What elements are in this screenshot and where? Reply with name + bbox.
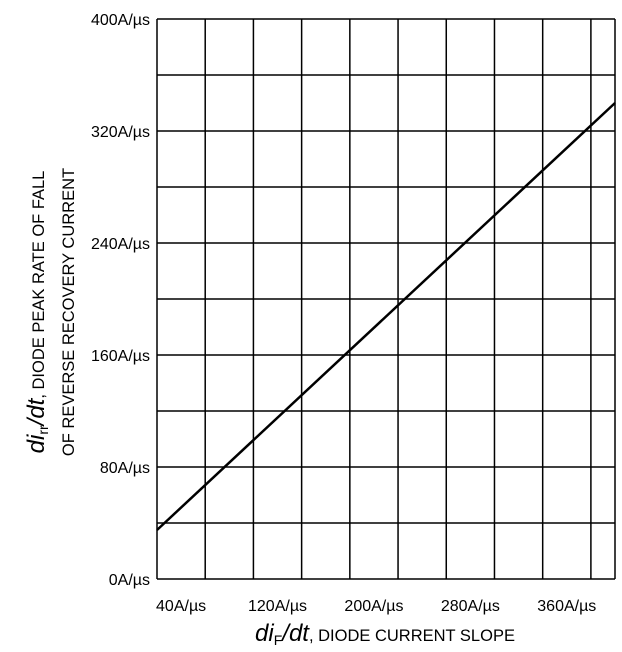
y-axis-label-line2: OF REVERSE RECOVERY CURRENT — [60, 168, 78, 456]
series-line — [156, 102, 616, 531]
y-axis-label-line1: , DIODE PEAK RATE OF FALL — [30, 171, 48, 399]
y-axis-symbol-suffix: /dt — [23, 397, 50, 427]
x-tick-label: 120A/µs — [248, 598, 307, 615]
x-tick-label: 200A/µs — [344, 598, 403, 615]
y-tick-label: 320A/µs — [91, 124, 150, 141]
y-axis-title: dirr/dt, DIODE PEAK RATE OF FALL — [23, 171, 51, 454]
y-axis-symbol-prefix: di — [23, 434, 50, 453]
x-axis-label-text: , DIODE CURRENT SLOPE — [309, 627, 515, 645]
x-axis-title: diF/dt, DIODE CURRENT SLOPE — [255, 620, 515, 648]
x-tick-labels: 40A/µs 120A/µs 200A/µs 280A/µs 360A/µs — [156, 598, 596, 615]
y-tick-labels: 0A/µs 80A/µs 160A/µs 240A/µs 320A/µs 400A/µs — [91, 12, 150, 589]
y-tick-label: 80A/µs — [100, 460, 150, 477]
x-tick-label: 360A/µs — [537, 598, 596, 615]
grid — [156, 18, 616, 580]
y-tick-label: 400A/µs — [91, 12, 150, 29]
x-axis-symbol-suffix: /dt — [280, 620, 310, 647]
y-tick-label: 0A/µs — [109, 572, 150, 589]
x-tick-label: 40A/µs — [156, 598, 206, 615]
y-tick-label: 240A/µs — [91, 236, 150, 253]
y-tick-label: 160A/µs — [91, 348, 150, 365]
x-axis-symbol-subscript: F — [274, 632, 283, 648]
y-axis-symbol-subscript: rr — [35, 425, 51, 435]
x-tick-label: 280A/µs — [441, 598, 500, 615]
x-axis-symbol-prefix: di — [255, 620, 274, 647]
series-layer — [156, 102, 616, 531]
